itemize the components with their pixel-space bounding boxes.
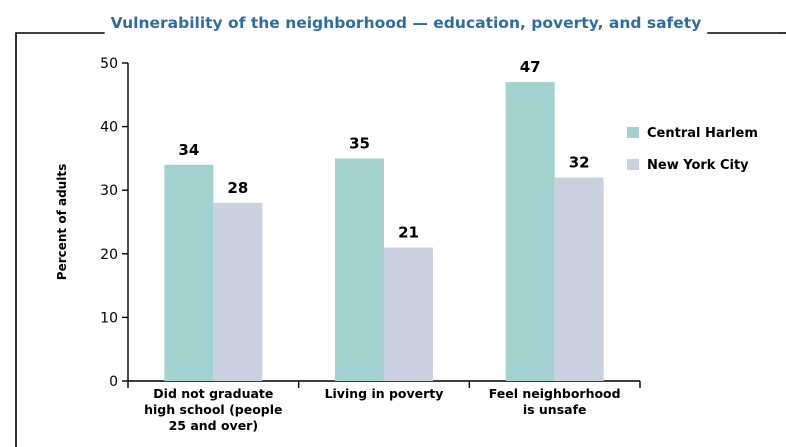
frame-left-line bbox=[15, 32, 34, 447]
x-category-label: Did not graduate high school (people 25 an… bbox=[144, 386, 282, 433]
x-category-label-line: 25 and over) bbox=[169, 418, 258, 433]
legend-swatch bbox=[627, 159, 639, 170]
bar bbox=[213, 202, 263, 381]
data-label: 35 bbox=[349, 134, 370, 152]
y-tick-label: 10 bbox=[100, 310, 118, 326]
data-label: 21 bbox=[398, 223, 419, 241]
data-label: 34 bbox=[178, 141, 199, 159]
y-tick-label: 30 bbox=[100, 183, 118, 199]
chart-frame bbox=[15, 32, 786, 447]
y-tick-label: 40 bbox=[100, 120, 118, 136]
bars: 34 28 35 21 47 32 bbox=[164, 58, 604, 381]
y-tick-label: 0 bbox=[109, 374, 118, 390]
bar bbox=[505, 82, 555, 381]
x-category-label-line: high school (people bbox=[144, 402, 282, 417]
y-axis-label: Percent of adults bbox=[55, 164, 69, 280]
bar bbox=[335, 158, 384, 381]
x-category-label-line: Did not graduate bbox=[153, 386, 273, 401]
axes: 0 10 20 30 40 50 Did not graduate high school (… bbox=[100, 56, 641, 433]
y-tick-label: 50 bbox=[100, 56, 118, 72]
x-category-label-line: is unsafe bbox=[523, 402, 587, 417]
x-category-label-line: Feel neighborhood bbox=[489, 386, 621, 401]
legend-entry: Central Harlem bbox=[647, 126, 758, 141]
legend-entry: New York City bbox=[647, 158, 749, 173]
legend: Central Harlem New York City bbox=[627, 126, 758, 173]
data-label: 28 bbox=[227, 179, 248, 197]
bar bbox=[384, 247, 433, 381]
x-category-label: Feel neighborhood is unsafe bbox=[489, 386, 621, 417]
legend-swatch bbox=[627, 127, 639, 138]
y-tick-label: 20 bbox=[100, 247, 118, 263]
chart-title: Vulnerability of the neighborhood — educ… bbox=[111, 14, 702, 32]
x-category-label: Living in poverty bbox=[325, 386, 444, 401]
x-category-label-line: Living in poverty bbox=[325, 386, 444, 401]
bar bbox=[164, 164, 214, 381]
bar bbox=[554, 177, 604, 381]
data-label: 32 bbox=[569, 153, 590, 171]
data-label: 47 bbox=[520, 58, 541, 76]
